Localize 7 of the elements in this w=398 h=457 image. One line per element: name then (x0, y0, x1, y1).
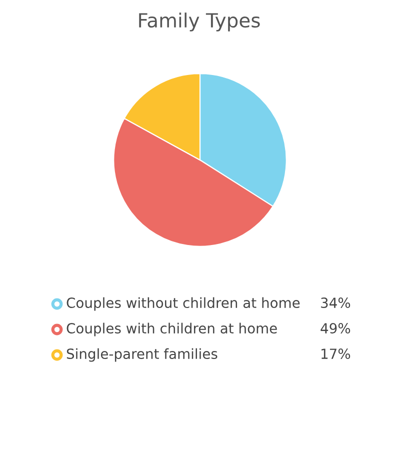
chart-title: Family Types (139, 12, 260, 32)
legend-label: Couples with children at home (66, 322, 277, 336)
data-label: 34% (321, 298, 350, 308)
data-label: 17% (322, 348, 350, 360)
data-label: 49% (320, 323, 350, 334)
legend-label: Couples without children at home (66, 297, 300, 311)
legend-label: Single-parent families (66, 348, 218, 362)
